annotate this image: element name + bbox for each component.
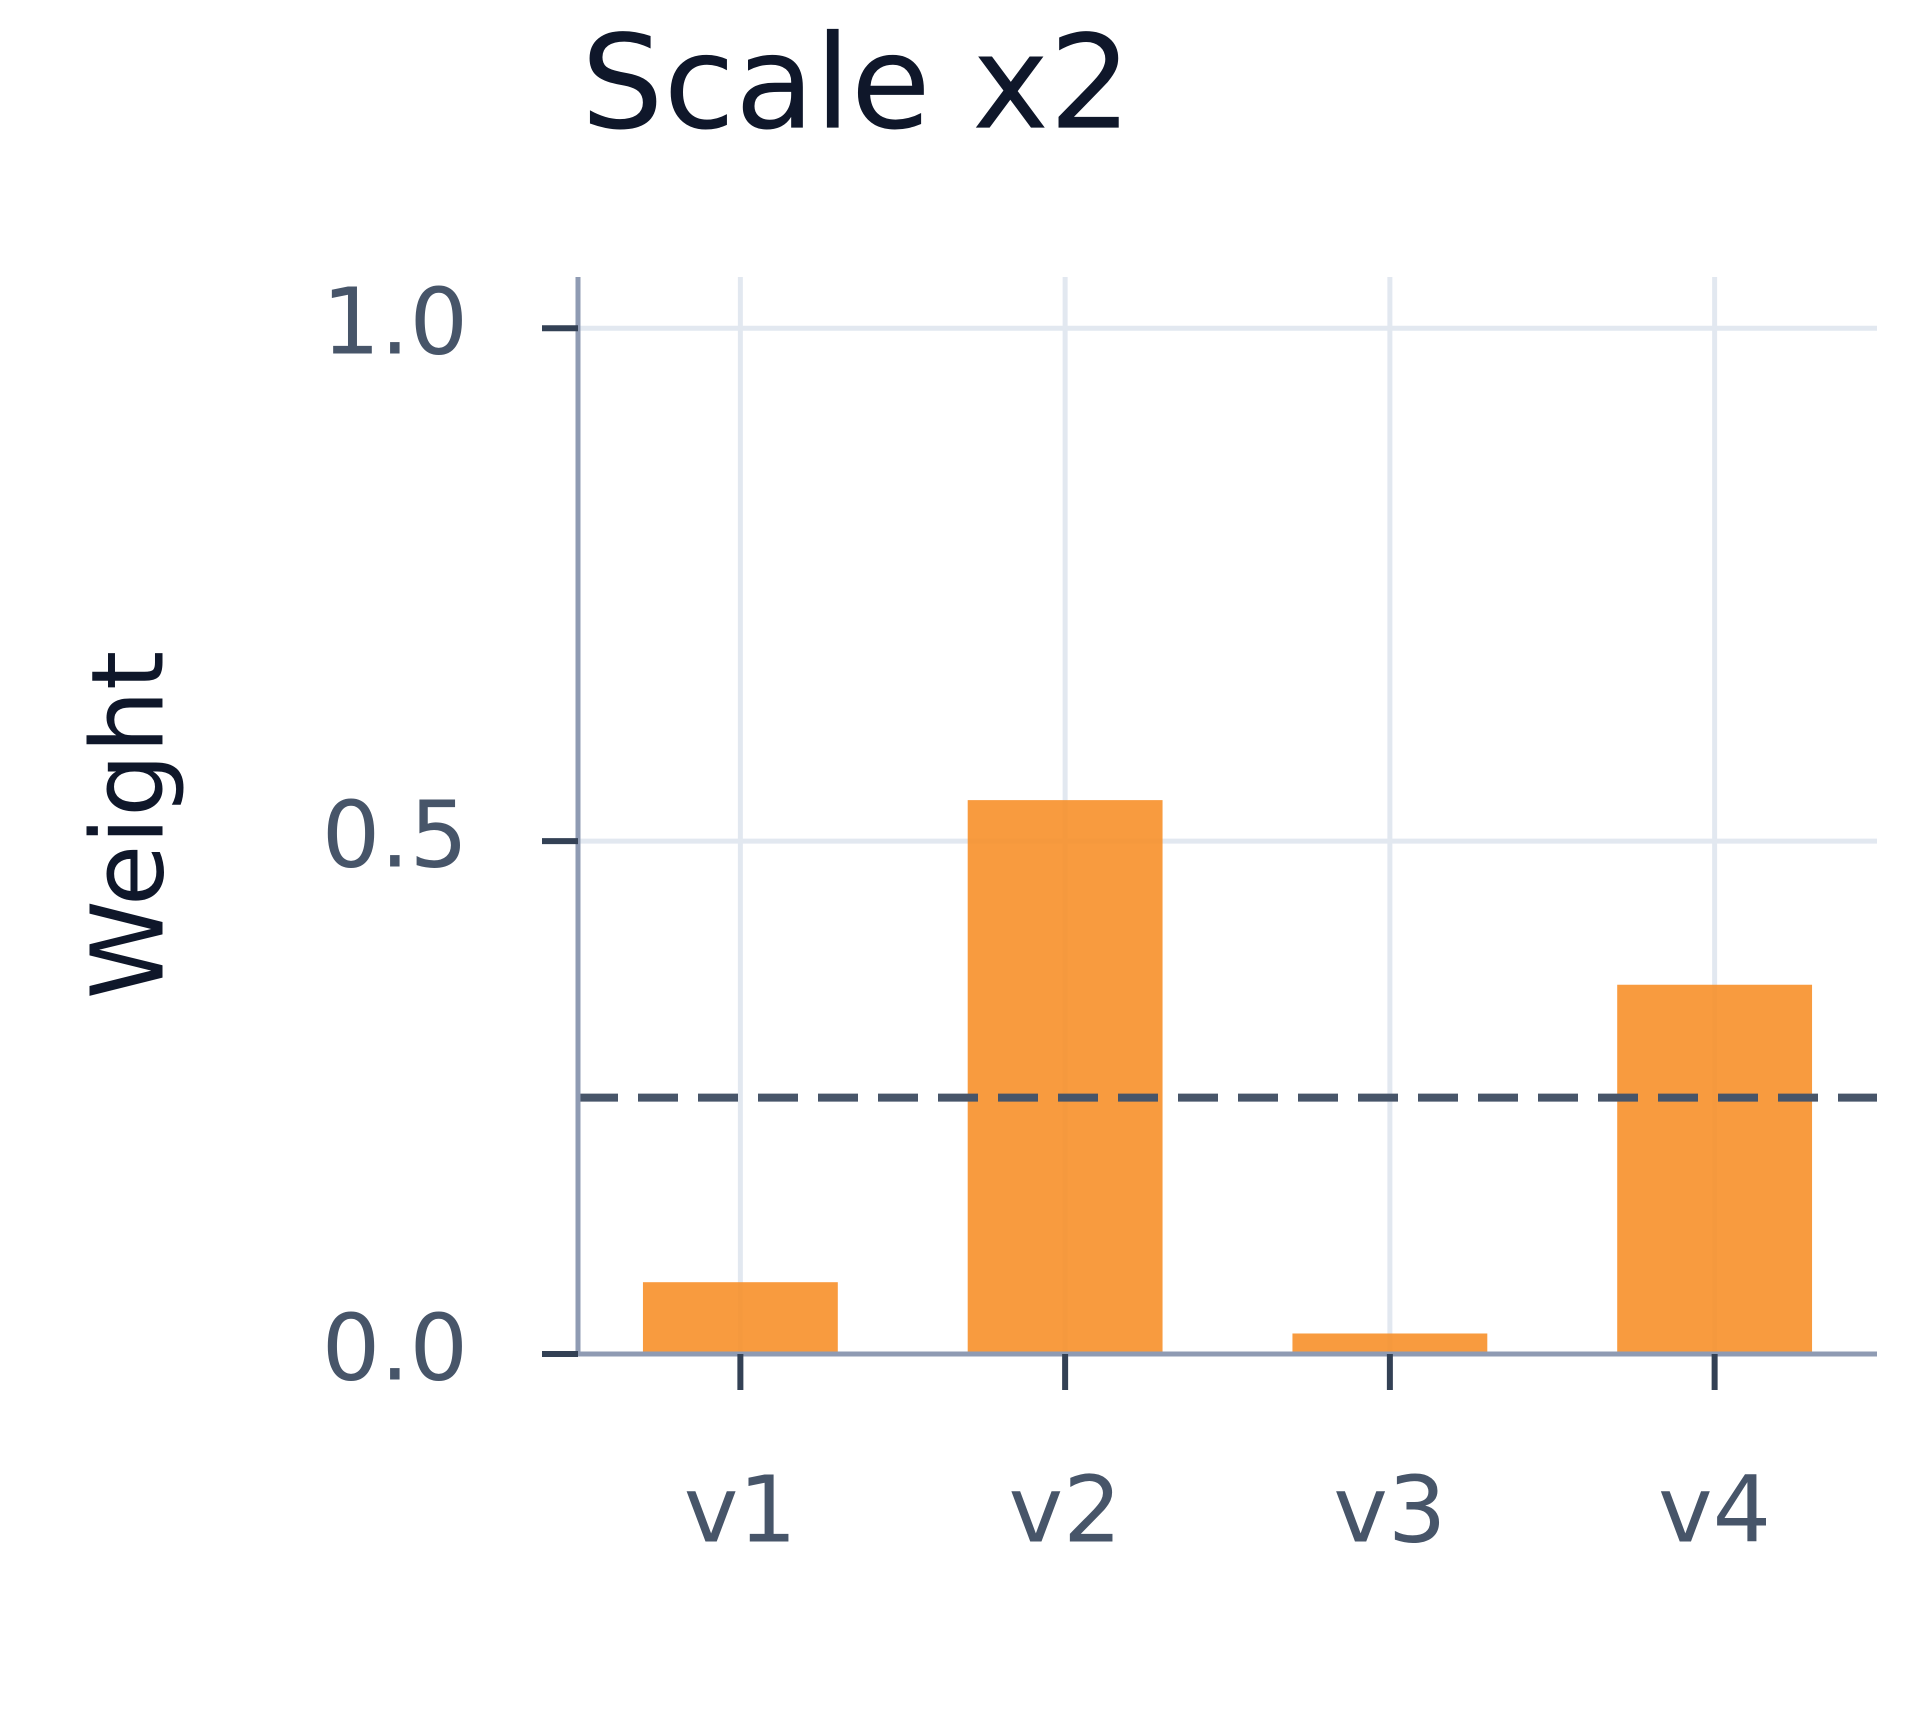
x-tick-label: v4 (1658, 1456, 1771, 1563)
y-tick-label: 0.0 (322, 1294, 468, 1401)
x-tick-label: v2 (1009, 1456, 1122, 1563)
x-tick-label: v1 (684, 1456, 797, 1563)
bar (1617, 984, 1813, 1354)
bar (642, 1282, 838, 1354)
y-tick-label: 0.5 (322, 782, 468, 889)
chart-title: Scale x2 (581, 7, 1132, 159)
y-axis-label: Weight (69, 651, 186, 999)
bar (1292, 1333, 1488, 1354)
bar (967, 800, 1163, 1354)
x-tick-label: v3 (1333, 1456, 1446, 1563)
y-tick-label: 1.0 (322, 269, 468, 376)
